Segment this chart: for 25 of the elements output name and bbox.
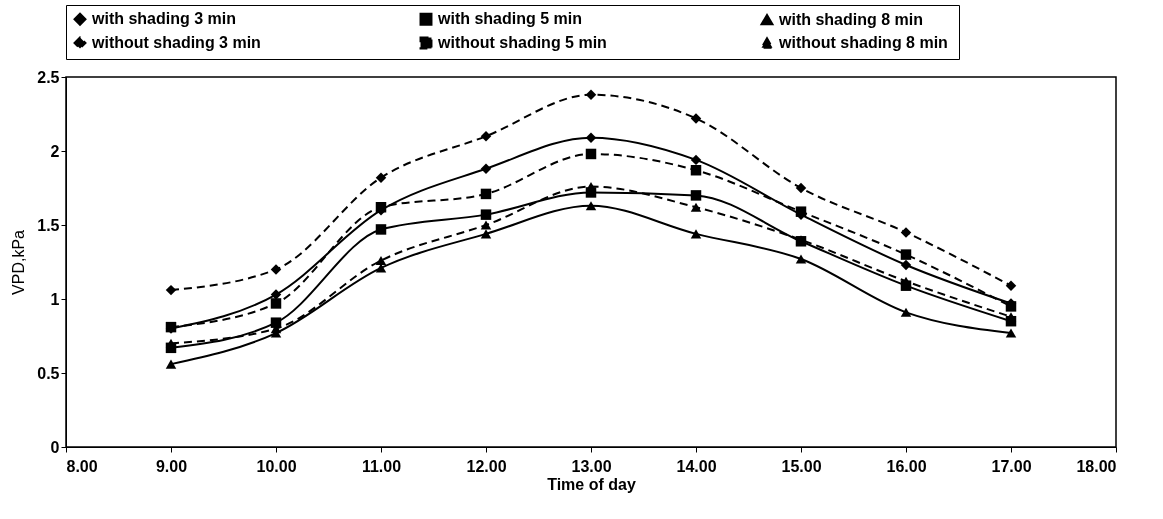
x-tick-label: 10.00 [256,457,297,475]
x-tick-label: 16.00 [886,457,927,475]
x-tick-label: 12.00 [466,457,507,475]
x-tick-label: 9.00 [155,457,188,475]
x-tick-label: 8.00 [66,457,98,475]
y-tick-label: 1.5 [37,216,60,234]
y-tick-label: 0 [50,438,60,456]
x-tick-label: 17.00 [991,457,1032,475]
legend-label: with shading 5 min [437,10,583,28]
x-tick-label: 14.00 [676,457,717,475]
legend-label: without shading 5 min [437,34,607,51]
y-tick-label: 2 [50,142,60,160]
y-tick-label: 0.5 [37,364,60,382]
x-tick-label: 18.00 [1076,457,1117,475]
x-tick-label: 15.00 [781,457,822,475]
y-tick-label: 1 [50,290,60,308]
y-axis-title: VPD,kPa [10,229,28,295]
y-tick-label: 2.5 [37,68,60,86]
legend-label: without shading 3 min [91,34,261,51]
x-axis-title: Time of day [547,475,636,493]
legend-label: with shading 3 min [91,10,237,28]
x-tick-label: 13.00 [571,457,612,475]
legend-label: with shading 8 min [778,10,924,28]
legend-label: without shading 8 min [778,34,948,51]
x-tick-label: 11.00 [361,457,402,475]
